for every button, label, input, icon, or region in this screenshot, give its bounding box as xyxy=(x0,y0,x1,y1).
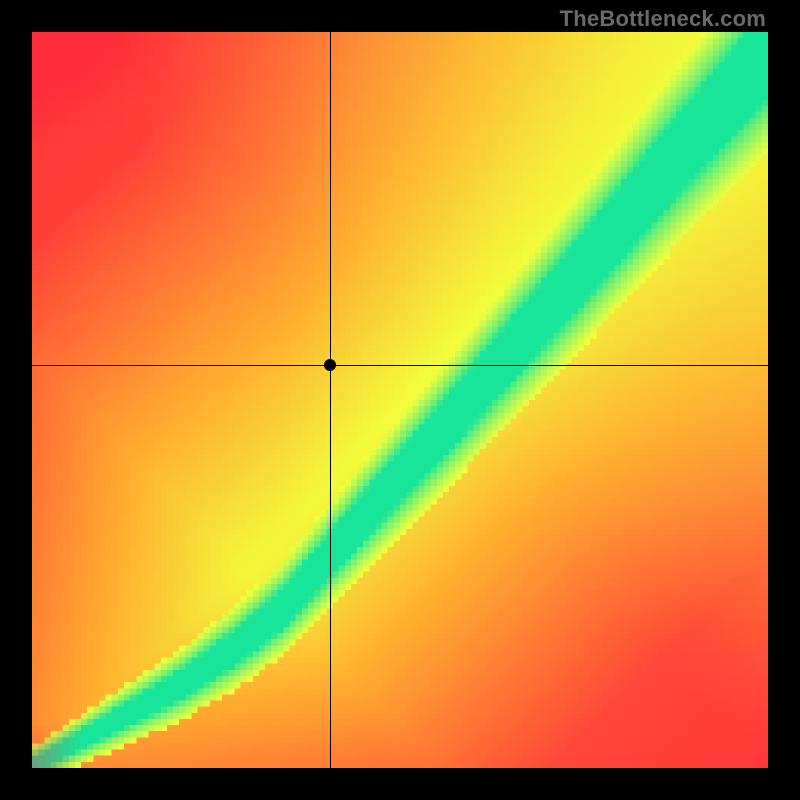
heatmap-canvas xyxy=(32,32,768,768)
crosshair-horizontal xyxy=(32,365,768,366)
chart-frame: TheBottleneck.com xyxy=(0,0,800,800)
watermark-text: TheBottleneck.com xyxy=(560,6,766,32)
plot-area xyxy=(32,32,768,768)
crosshair-marker xyxy=(324,359,336,371)
crosshair-vertical xyxy=(330,32,331,768)
